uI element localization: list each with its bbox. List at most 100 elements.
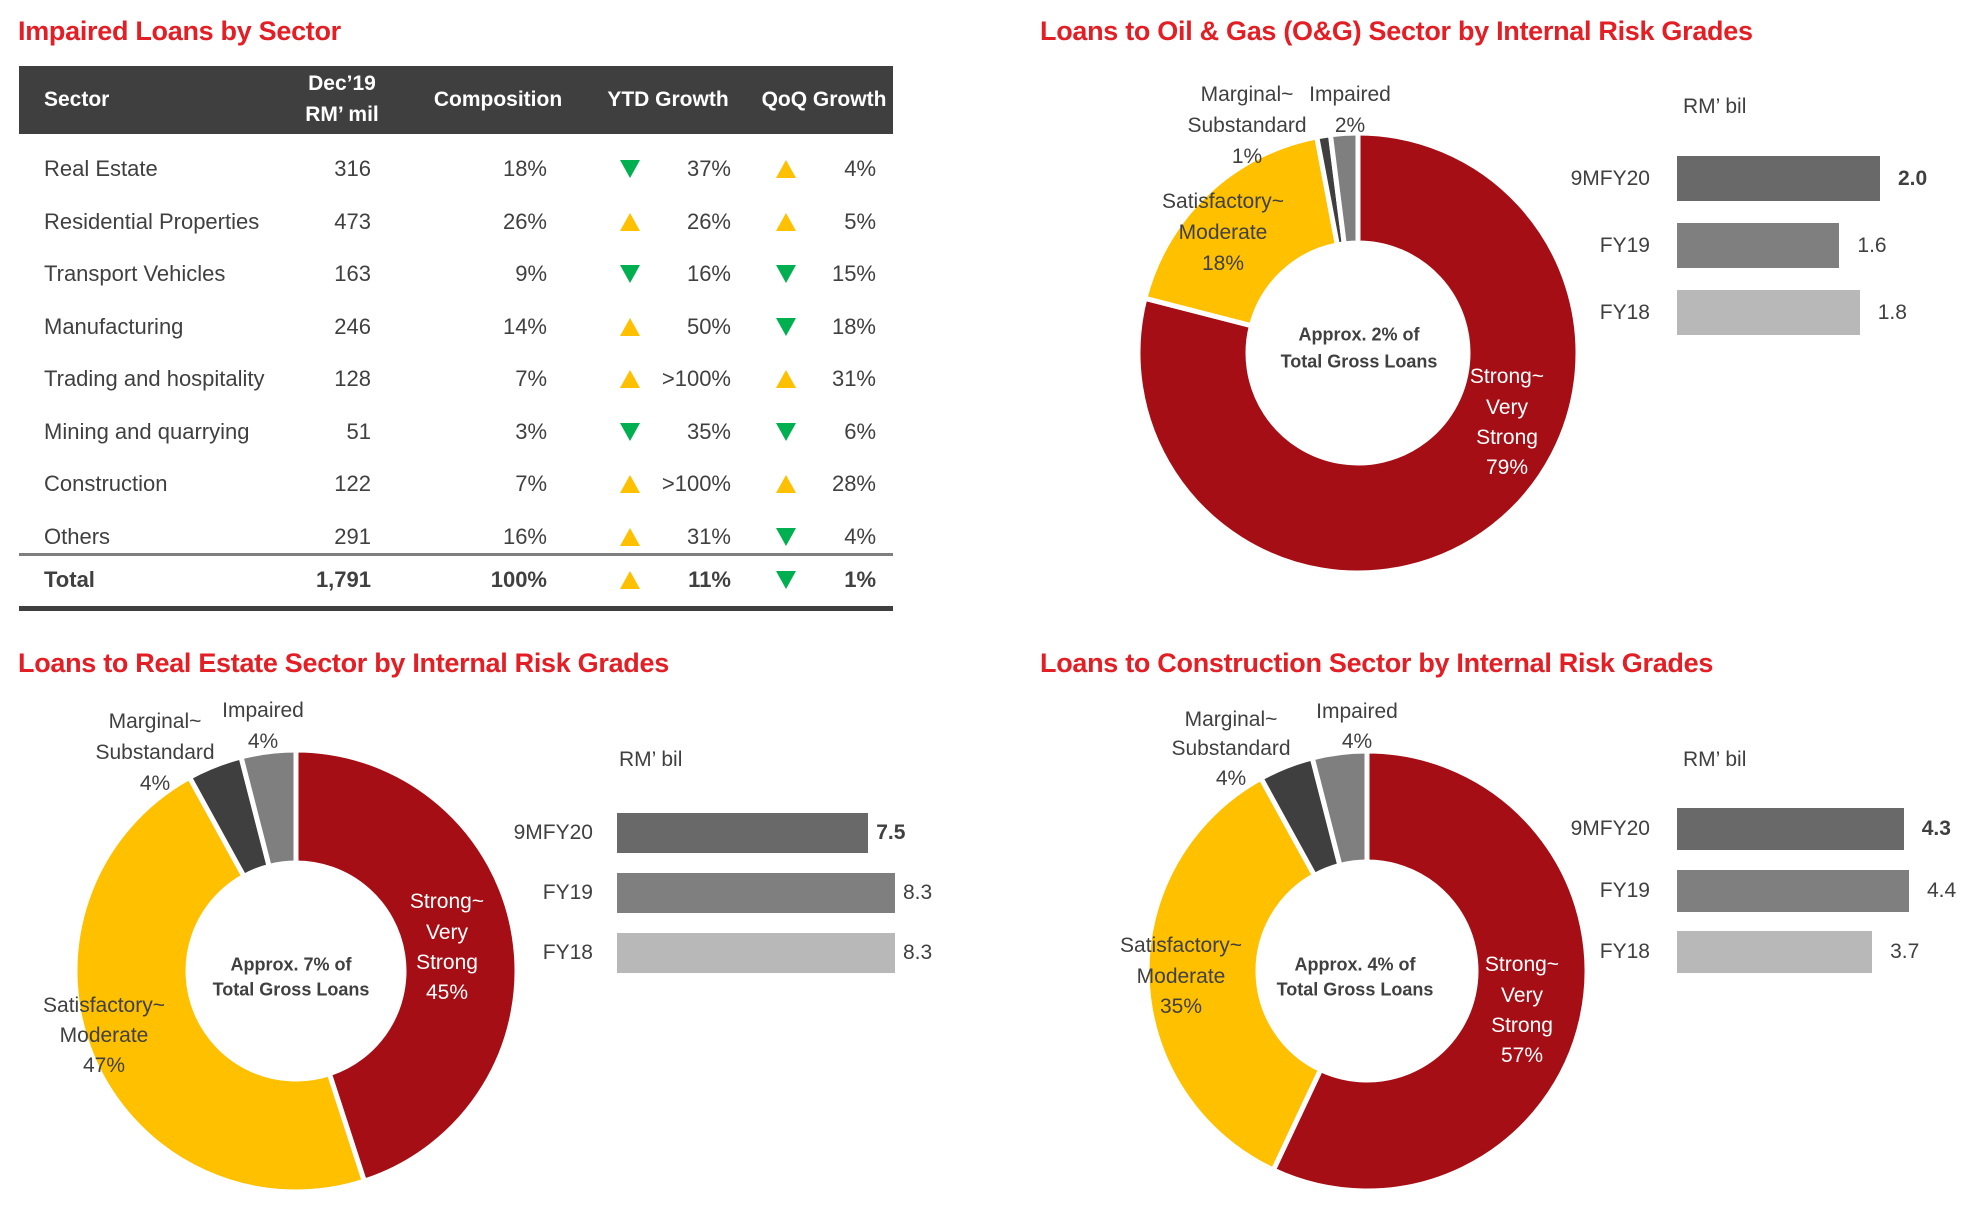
- re-label-marginal: Substandard: [95, 741, 215, 764]
- og-pct-marginal: 1%: [1231, 145, 1263, 168]
- cn-center-text: Approx. 4% of: [1294, 954, 1416, 975]
- og-pct-strong: 79%: [1485, 456, 1529, 479]
- cell-qoq: 4%: [844, 523, 876, 549]
- re-label-marginal: Marginal~: [108, 710, 202, 733]
- og-chart-title: Loans to Oil & Gas (O&G) Sector by Inter…: [1040, 16, 1753, 46]
- re-label-strong: Strong~: [409, 890, 485, 913]
- cell-amount: 163: [334, 261, 371, 286]
- table-row: Real Estate 316 18% 37% 4%: [19, 143, 893, 195]
- cn-pct-marginal: 4%: [1215, 767, 1247, 790]
- og-bar-fy18: [1677, 290, 1860, 335]
- cn-bar-9mfy20: [1677, 808, 1904, 850]
- og-bar-category: FY19: [1599, 233, 1650, 257]
- qoq-triangle-icon: [776, 265, 796, 283]
- og-label-strong: Strong~: [1469, 365, 1545, 388]
- og-label-impaired: Impaired: [1309, 83, 1391, 106]
- cell-composition: 18%: [502, 156, 547, 181]
- cn-label-marginal: Marginal~: [1184, 708, 1278, 731]
- cn-slice-satisfactory: [1144, 774, 1324, 1174]
- cn-label-impaired: Impaired: [1316, 700, 1398, 723]
- total-separator: [19, 553, 893, 556]
- cn-label-satisfactory: Moderate: [1136, 965, 1226, 988]
- cell-sector: Transport Vehicles: [44, 261, 226, 286]
- qoq-triangle-icon: [776, 475, 796, 493]
- cell-ytd: >100%: [661, 471, 731, 496]
- re-pct-marginal: 4%: [139, 772, 171, 795]
- header-amount-line2: RM’ mil: [305, 103, 379, 126]
- impaired-loans-title: Impaired Loans by Sector: [18, 16, 341, 46]
- cn-pct-strong: 57%: [1500, 1044, 1544, 1067]
- cn-bar-category: FY18: [1599, 940, 1650, 963]
- cell-composition: 7%: [515, 366, 547, 391]
- cell-qoq: 15%: [831, 261, 876, 286]
- header-ytd-growth: YTD Growth: [607, 88, 729, 111]
- cell-amount: 473: [334, 208, 371, 234]
- ytd-triangle-icon: [620, 527, 640, 546]
- cn-bar-value: 3.7: [1890, 940, 1920, 963]
- ytd-triangle-icon: [620, 265, 640, 283]
- ytd-triangle-icon: [620, 370, 640, 388]
- ytd-triangle-icon: [620, 160, 640, 178]
- ytd-triangle-icon: [620, 317, 640, 336]
- ytd-triangle-icon: [620, 212, 640, 231]
- re-label-strong: Very: [425, 921, 469, 944]
- og-label-strong: Very: [1485, 396, 1529, 419]
- header-qoq-growth: QoQ Growth: [761, 88, 887, 111]
- cn-label-strong: Strong~: [1484, 953, 1560, 976]
- cn-bar-value: 4.4: [1927, 879, 1957, 902]
- og-bar-9mfy20: [1677, 156, 1880, 201]
- og-bar-fy19: [1677, 223, 1840, 268]
- cell-amount: 316: [334, 156, 371, 181]
- og-pct-impaired: 2%: [1334, 114, 1366, 137]
- re-bar-fy18: [617, 933, 895, 973]
- og-center-text: Approx. 2% of: [1298, 324, 1420, 345]
- cell-composition: 7%: [515, 471, 547, 496]
- ytd-triangle-icon: [620, 571, 640, 589]
- cell-composition: 26%: [502, 208, 547, 234]
- re-center-text: Approx. 7% of: [230, 954, 352, 975]
- cell-qoq: 31%: [831, 366, 876, 391]
- og-slice-strong: [1135, 130, 1581, 576]
- re-label-strong: Strong: [416, 951, 478, 974]
- cell-sector: Real Estate: [44, 156, 158, 181]
- cn-label-marginal: Substandard: [1171, 737, 1291, 760]
- re-bar-category: FY18: [542, 941, 593, 964]
- table-row: Residential Properties 473 26% 26% 5%: [19, 196, 893, 248]
- og-pct-satisfactory: 18%: [1201, 252, 1245, 275]
- re-label-satisfactory: Satisfactory~: [43, 994, 165, 1017]
- re-pct-impaired: 4%: [247, 730, 279, 753]
- cell-composition: 100%: [490, 567, 547, 592]
- re-bar-fy19: [617, 873, 895, 913]
- cell-composition: 14%: [502, 313, 547, 339]
- og-bar-category: FY18: [1599, 300, 1650, 324]
- cn-label-strong: Strong: [1491, 1014, 1553, 1037]
- cell-composition: 3%: [515, 418, 547, 444]
- table-bottom-border: [19, 606, 893, 611]
- qoq-triangle-icon: [776, 212, 796, 231]
- og-bar-category: 9MFY20: [1570, 166, 1650, 190]
- cell-sector: Manufacturing: [44, 313, 184, 339]
- cell-sector: Total: [44, 567, 95, 592]
- header-sector: Sector: [44, 88, 110, 111]
- cell-amount: 122: [334, 471, 371, 496]
- cn-bar-unit: RM’ bil: [1683, 748, 1747, 771]
- cell-qoq: 4%: [844, 156, 876, 181]
- re-pct-satisfactory: 47%: [82, 1054, 126, 1077]
- table-row-total: Total 1,791 100% 11% 1%: [19, 554, 893, 606]
- cell-sector: Others: [44, 523, 111, 549]
- cell-qoq: 1%: [844, 567, 876, 592]
- table-row: Others 291 16% 31% 4%: [19, 511, 893, 563]
- cell-ytd: 35%: [686, 418, 731, 444]
- og-bar-value: 1.8: [1877, 300, 1907, 324]
- cell-composition: 16%: [502, 523, 547, 549]
- re-bar-value: 8.3: [903, 941, 933, 964]
- qoq-triangle-icon: [776, 317, 796, 336]
- cell-amount: 128: [334, 366, 371, 391]
- cn-label-strong: Very: [1500, 984, 1544, 1007]
- cn-pct-satisfactory: 35%: [1159, 995, 1203, 1018]
- cell-ytd: 50%: [686, 313, 731, 339]
- ytd-triangle-icon: [620, 475, 640, 493]
- cell-ytd: 26%: [686, 208, 731, 234]
- cn-bar-fy18: [1677, 931, 1873, 973]
